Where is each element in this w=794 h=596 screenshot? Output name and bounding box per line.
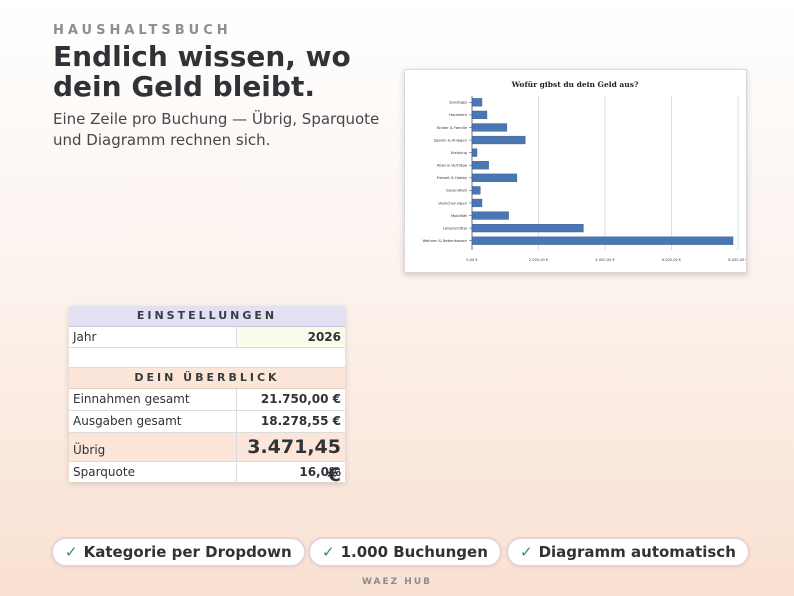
summary-table: EINSTELLUNGEN Jahr 2026 DEIN ÜBERBLICK E…: [69, 306, 345, 486]
bar: [471, 224, 584, 233]
income-label: Einnahmen gesamt: [69, 389, 237, 410]
spending-chart-card: Wofür gibst du dein Geld aus? 0,00 € 2.00…: [404, 69, 747, 273]
eyebrow-label: HAUSHALTSBUCH: [53, 23, 232, 38]
category-label: Kleidung: [451, 151, 467, 155]
bar: [471, 211, 509, 220]
expenses-label: Ausgaben gesamt: [69, 411, 237, 432]
savings-label: Sparquote: [69, 462, 237, 482]
x-tick-label: 4.000,00 €: [595, 258, 615, 262]
bar: [471, 161, 489, 170]
category-label: Wohnen & Nebenkosten: [423, 239, 468, 243]
page-headline: Endlich wissen, wo dein Geld bleibt.: [53, 40, 351, 103]
overview-header: DEIN ÜBERBLICK: [69, 368, 345, 389]
feature-pill-chart: ✓ Diagramm automatisch: [506, 537, 750, 567]
settings-header: EINSTELLUNGEN: [69, 306, 345, 327]
remaining-row: Übrig 3.471,45 €: [69, 433, 345, 486]
income-value: 21.750,00 €: [260, 392, 341, 406]
category-label: Mobilität: [451, 214, 468, 218]
chart-title: Wofür gibst du dein Geld aus?: [511, 80, 639, 89]
category-label: Sonstiges: [449, 101, 467, 105]
x-tick-label: 0,00 €: [466, 258, 478, 262]
savings-row: Sparquote 16,0%: [69, 462, 345, 482]
category-label: Haustiere: [449, 113, 467, 117]
category-label: Versicherungen: [438, 201, 467, 205]
bar: [471, 173, 518, 182]
year-input[interactable]: 2026: [237, 327, 345, 347]
bar: [471, 198, 483, 208]
income-row: Einnahmen gesamt 21.750,00 €: [69, 389, 345, 411]
feature-label: 1.000 Buchungen: [340, 543, 488, 561]
category-label: Freizeit & Hobby: [437, 176, 468, 180]
expenses-row: Ausgaben gesamt 18.278,55 €: [69, 411, 345, 433]
category-label: Kinder & Familie: [437, 126, 468, 130]
footer-brand: WAEZ HUB: [362, 577, 432, 587]
savings-value: 16,0%: [299, 465, 341, 479]
year-label: Jahr: [69, 327, 237, 347]
check-icon: ✓: [520, 543, 533, 561]
year-row: Jahr 2026: [69, 327, 345, 348]
bar: [471, 98, 483, 107]
bar: [471, 186, 481, 195]
bar: [471, 123, 508, 132]
remaining-value: 3.471,45 €: [237, 433, 345, 486]
x-tick-label: 6.000,00 €: [662, 258, 682, 262]
category-label: Lebensmittel: [443, 226, 467, 230]
feature-label: Diagramm automatisch: [538, 543, 736, 561]
category-label: Gesundheit: [446, 189, 468, 193]
feature-label: Kategorie per Dropdown: [83, 543, 292, 561]
category-label: Sparen & Anlegen: [434, 138, 468, 142]
check-icon: ✓: [65, 543, 78, 561]
feature-pill-bookings: ✓ 1.000 Buchungen: [308, 537, 502, 567]
expenses-value: 18.278,55 €: [260, 414, 341, 428]
category-label: Abos & Verträge: [437, 164, 468, 168]
spacer-row: [69, 348, 345, 368]
check-icon: ✓: [322, 543, 335, 561]
remaining-label: Übrig: [69, 433, 237, 461]
page-subline: Eine Zeile pro Buchung — Übrig, Sparquot…: [53, 110, 380, 149]
spending-bar-chart: Wofür gibst du dein Geld aus? 0,00 € 2.00…: [423, 80, 746, 262]
bar: [471, 148, 478, 157]
bar: [471, 236, 734, 245]
bar: [471, 135, 526, 145]
feature-pill-dropdown: ✓ Kategorie per Dropdown: [51, 537, 306, 567]
x-tick-label: 2.000,00 €: [529, 258, 549, 262]
bar: [471, 110, 488, 119]
x-tick-label: 8.000,00 €: [728, 258, 746, 262]
